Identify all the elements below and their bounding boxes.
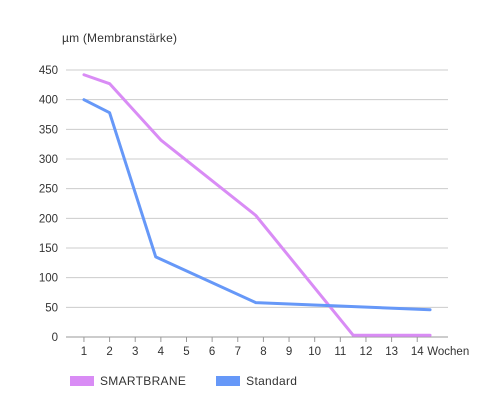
y-tick-label-250: 250 bbox=[39, 184, 58, 196]
series-lines bbox=[82, 73, 432, 337]
x-tick-label-2: 2 bbox=[106, 346, 112, 358]
y-tick-label-400: 400 bbox=[39, 95, 58, 107]
x-tick-label-4: 4 bbox=[158, 346, 165, 358]
legend-swatch-standard bbox=[216, 376, 241, 386]
gridlines bbox=[66, 69, 448, 338]
legend-item-standard: Standard bbox=[216, 374, 297, 388]
y-tick-label-200: 200 bbox=[39, 213, 58, 225]
y-axis-title: µm (Membranstärke) bbox=[62, 31, 178, 45]
y-axis-ticks: 0 50 100 150 200 250 300 350 400 450 bbox=[39, 65, 58, 344]
x-tick-label-13: 13 bbox=[385, 346, 398, 358]
x-tick-label-8: 8 bbox=[260, 346, 266, 358]
legend-label-smartbrane: SMARTBRANE bbox=[100, 374, 187, 388]
x-axis-ticks: 1 2 3 4 5 6 7 8 9 10 11 12 13 14 Wochen bbox=[81, 337, 469, 358]
y-tick-label-150: 150 bbox=[39, 243, 58, 255]
x-tick-label-10: 10 bbox=[308, 346, 321, 358]
x-tick-label-12: 12 bbox=[360, 346, 373, 358]
x-tick-label-9: 9 bbox=[286, 346, 292, 358]
y-tick-label-450: 450 bbox=[39, 65, 58, 77]
x-tick-label-3: 3 bbox=[132, 346, 138, 358]
legend-item-smartbrane: SMARTBRANE bbox=[70, 374, 186, 388]
x-tick-label-11: 11 bbox=[334, 346, 346, 358]
legend-swatch-smartbrane bbox=[70, 376, 94, 386]
legend-label-standard: Standard bbox=[246, 374, 298, 388]
series-line-smartbrane bbox=[82, 73, 432, 337]
x-tick-label-14: 14 bbox=[411, 346, 424, 358]
y-tick-label-100: 100 bbox=[39, 273, 58, 285]
legend: SMARTBRANE Standard bbox=[70, 374, 297, 388]
y-tick-label-50: 50 bbox=[45, 302, 58, 314]
x-axis-title: Wochen bbox=[427, 346, 469, 358]
x-tick-label-5: 5 bbox=[183, 346, 189, 358]
x-tick-label-7: 7 bbox=[235, 346, 241, 358]
y-tick-label-0: 0 bbox=[52, 332, 58, 344]
x-tick-label-6: 6 bbox=[209, 346, 215, 358]
y-tick-label-350: 350 bbox=[39, 124, 58, 136]
series-line-standard bbox=[82, 98, 432, 312]
y-tick-label-300: 300 bbox=[39, 154, 58, 166]
x-tick-label-1: 1 bbox=[81, 346, 87, 358]
